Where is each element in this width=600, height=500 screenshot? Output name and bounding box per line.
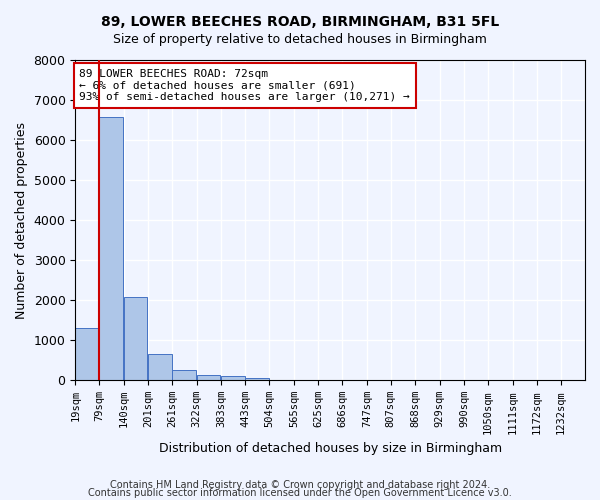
Bar bbox=[197, 374, 220, 380]
Bar bbox=[148, 354, 172, 380]
Text: Contains public sector information licensed under the Open Government Licence v3: Contains public sector information licen… bbox=[88, 488, 512, 498]
Bar bbox=[221, 376, 245, 380]
Bar bbox=[124, 297, 147, 380]
Bar bbox=[75, 328, 99, 380]
Y-axis label: Number of detached properties: Number of detached properties bbox=[15, 122, 28, 318]
Bar bbox=[245, 378, 269, 380]
Bar bbox=[172, 370, 196, 380]
Bar bbox=[100, 117, 123, 380]
Text: 89 LOWER BEECHES ROAD: 72sqm
← 6% of detached houses are smaller (691)
93% of se: 89 LOWER BEECHES ROAD: 72sqm ← 6% of det… bbox=[79, 69, 410, 102]
Text: Contains HM Land Registry data © Crown copyright and database right 2024.: Contains HM Land Registry data © Crown c… bbox=[110, 480, 490, 490]
X-axis label: Distribution of detached houses by size in Birmingham: Distribution of detached houses by size … bbox=[158, 442, 502, 455]
Text: Size of property relative to detached houses in Birmingham: Size of property relative to detached ho… bbox=[113, 32, 487, 46]
Text: 89, LOWER BEECHES ROAD, BIRMINGHAM, B31 5FL: 89, LOWER BEECHES ROAD, BIRMINGHAM, B31 … bbox=[101, 15, 499, 29]
